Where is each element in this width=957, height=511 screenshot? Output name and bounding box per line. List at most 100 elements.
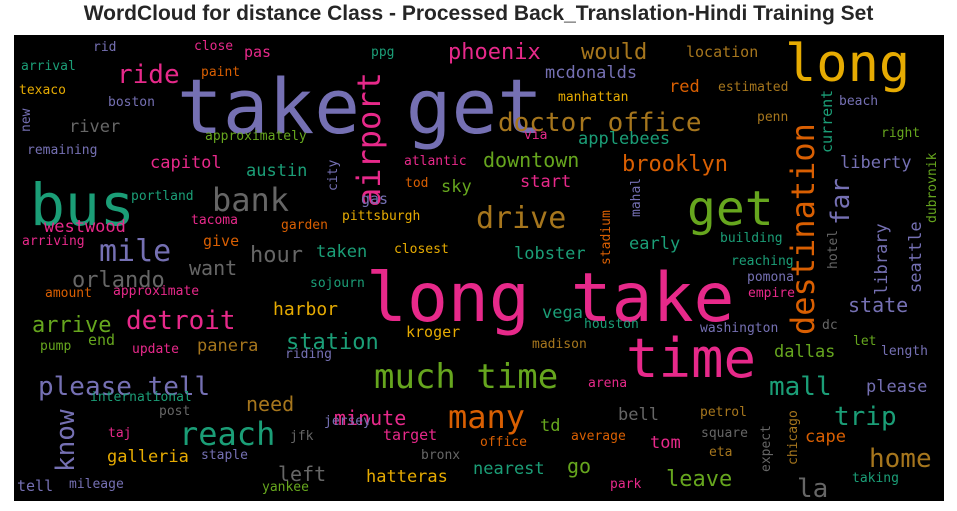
word-panera: panera (197, 336, 258, 356)
word-cape: cape (805, 427, 846, 447)
word-approximate: approximate (113, 284, 199, 299)
word-riding: riding (285, 347, 332, 362)
word-new: new (19, 108, 34, 132)
word-jersey: jersey (324, 414, 371, 429)
word-via: via (524, 128, 547, 143)
word-vega: vega (542, 303, 583, 323)
word-mile: mile (99, 234, 171, 269)
word-would: would (581, 40, 647, 65)
word-many: many (448, 398, 525, 436)
word-lobster: lobster (514, 244, 586, 264)
word-close: close (194, 39, 233, 54)
word-take-get: take get (177, 62, 543, 151)
word-westwood: westwood (44, 217, 126, 237)
word-bronx: bronx (421, 448, 460, 463)
word-tell: tell (17, 477, 53, 495)
word-orlando: orlando (72, 268, 165, 293)
word-paint: paint (201, 65, 240, 80)
word-update: update (132, 342, 179, 357)
word-red: red (669, 77, 700, 97)
word-much-time: much time (374, 357, 558, 397)
word-approximately: approximately (205, 129, 307, 144)
word-state: state (848, 293, 908, 317)
word-end: end (88, 331, 115, 349)
word-taj: taj (108, 426, 131, 441)
word-library: library (872, 223, 892, 295)
word-hotel: hotel (826, 230, 841, 269)
word-mahal: mahal (629, 178, 644, 217)
word-leave: leave (666, 467, 732, 492)
word-austin: austin (246, 161, 307, 181)
word-dallas: dallas (774, 342, 835, 362)
word-start: start (520, 172, 571, 192)
word-arriving: arriving (22, 234, 85, 249)
word-closest: closest (394, 242, 449, 257)
word-doctor-office: doctor office (498, 108, 702, 138)
word-station: station (286, 330, 379, 355)
word-pittsburgh: pittsburgh (342, 209, 420, 224)
word-jfk: jfk (290, 429, 314, 444)
word-pump: pump (40, 339, 71, 354)
word-stadium: stadium (599, 210, 614, 265)
word-bell: bell (618, 405, 659, 425)
word-remaining: remaining (27, 143, 97, 158)
word-detroit: detroit (126, 306, 236, 336)
word-manhattan: manhattan (558, 90, 628, 105)
word-expect: expect (759, 425, 774, 472)
word-arrive: arrive (32, 313, 111, 338)
word-galleria: galleria (107, 447, 189, 467)
word-minute: minute (334, 406, 406, 430)
word-arrival: arrival (21, 59, 76, 74)
word-long: long (785, 35, 910, 94)
word-ride: ride (117, 60, 180, 90)
word-location: location (686, 43, 758, 61)
word-building: building (720, 231, 783, 246)
wordcloud-canvas: take get long take long bus time get much time… (14, 35, 944, 501)
word-reach: reach (179, 415, 275, 453)
word-get: get (687, 181, 774, 237)
word-pas: pas (244, 43, 271, 61)
word-portland: portland (131, 189, 194, 204)
word-bank: bank (212, 181, 289, 219)
word-boston: boston (108, 95, 155, 110)
word-kroger: kroger (406, 323, 460, 341)
word-reaching: reaching (731, 254, 794, 269)
word-airport: airport (350, 72, 388, 207)
word-average: average (571, 429, 626, 444)
word-rid: rid (93, 40, 116, 55)
word-early: early (629, 234, 680, 254)
word-madison: madison (532, 337, 587, 352)
word-tod: tod (405, 176, 428, 191)
word-beach: beach (839, 94, 878, 109)
word-hatteras: hatteras (366, 467, 448, 487)
word-texaco: texaco (19, 83, 66, 98)
word-ppg: ppg (371, 45, 394, 60)
word-amount: amount (45, 286, 92, 301)
word-length: length (881, 344, 928, 359)
word-houston: houston (584, 317, 639, 332)
word-current: current (818, 90, 836, 153)
word-gas: gas (361, 190, 388, 208)
word-destination: destination (784, 123, 822, 335)
word-mcdonalds: mcdonalds (545, 63, 637, 83)
word-mall: mall (769, 372, 832, 402)
word-chicago: chicago (786, 410, 801, 465)
word-target: target (383, 426, 437, 444)
word-pomona: pomona (747, 270, 794, 285)
wordcloud-svg: take get long take long bus time get much time… (17, 35, 940, 501)
word-mileage: mileage (69, 477, 124, 492)
word-know: know (51, 409, 81, 472)
word-seattle: seattle (906, 221, 926, 293)
word-staple: staple (201, 448, 248, 463)
word-dubrovnik: dubrovnik (925, 152, 940, 223)
word-tom: tom (650, 433, 681, 453)
word-park: park (610, 477, 641, 492)
word-sojourn: sojourn (310, 276, 365, 291)
word-washington: washington (700, 321, 778, 336)
word-river: river (69, 117, 120, 137)
word-home: home (869, 444, 932, 474)
word-let: let (853, 334, 876, 349)
word-estimated: estimated (718, 80, 788, 95)
word-atlantic: atlantic (404, 154, 467, 169)
word-need: need (246, 392, 294, 416)
